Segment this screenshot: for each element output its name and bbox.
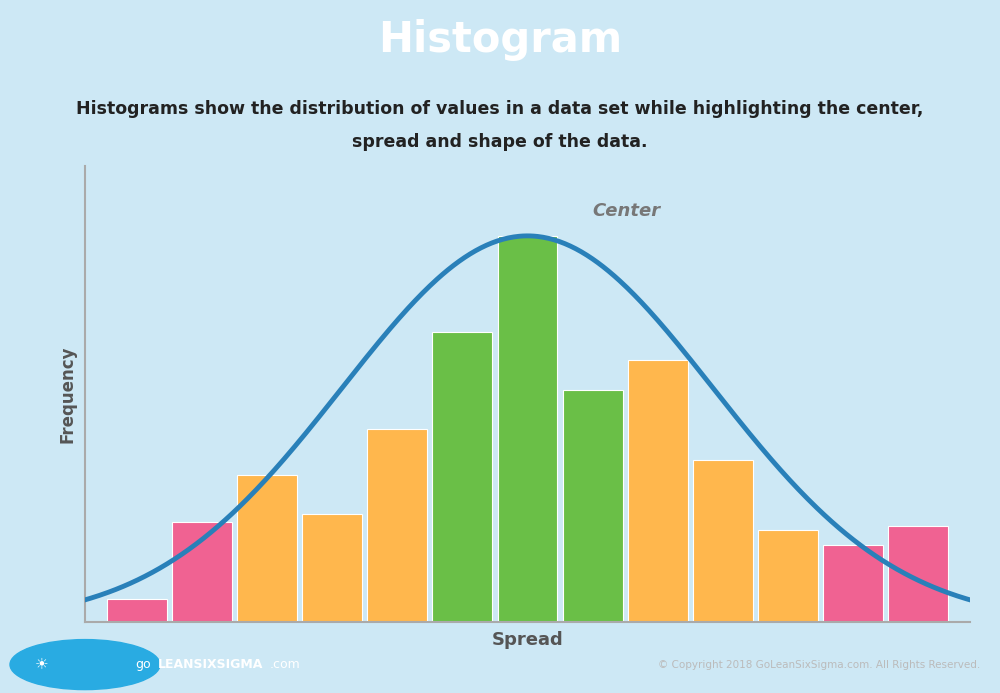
- Text: ☀: ☀: [35, 656, 49, 671]
- Text: © Copyright 2018 GoLeanSixSigma.com. All Rights Reserved.: © Copyright 2018 GoLeanSixSigma.com. All…: [658, 660, 980, 669]
- Text: .com: .com: [270, 658, 301, 671]
- Text: Histograms show the distribution of values in a data set while highlighting the : Histograms show the distribution of valu…: [76, 100, 924, 118]
- Bar: [432, 333, 492, 622]
- Bar: [758, 529, 818, 622]
- Bar: [367, 429, 427, 622]
- Bar: [107, 599, 167, 622]
- Ellipse shape: [10, 640, 160, 690]
- Text: LEANSIXSIGMA: LEANSIXSIGMA: [158, 658, 263, 671]
- Text: go: go: [135, 658, 151, 671]
- Y-axis label: Frequency: Frequency: [59, 346, 77, 443]
- Bar: [693, 460, 753, 622]
- Bar: [498, 236, 557, 622]
- Bar: [823, 545, 883, 622]
- Text: Histogram: Histogram: [378, 19, 622, 61]
- Bar: [563, 390, 623, 622]
- Bar: [302, 514, 362, 622]
- Bar: [628, 360, 688, 622]
- Bar: [172, 522, 232, 622]
- Text: Center: Center: [593, 202, 661, 220]
- Bar: [237, 475, 297, 622]
- Text: spread and shape of the data.: spread and shape of the data.: [352, 133, 648, 151]
- Bar: [888, 526, 948, 622]
- X-axis label: Spread: Spread: [492, 631, 563, 649]
